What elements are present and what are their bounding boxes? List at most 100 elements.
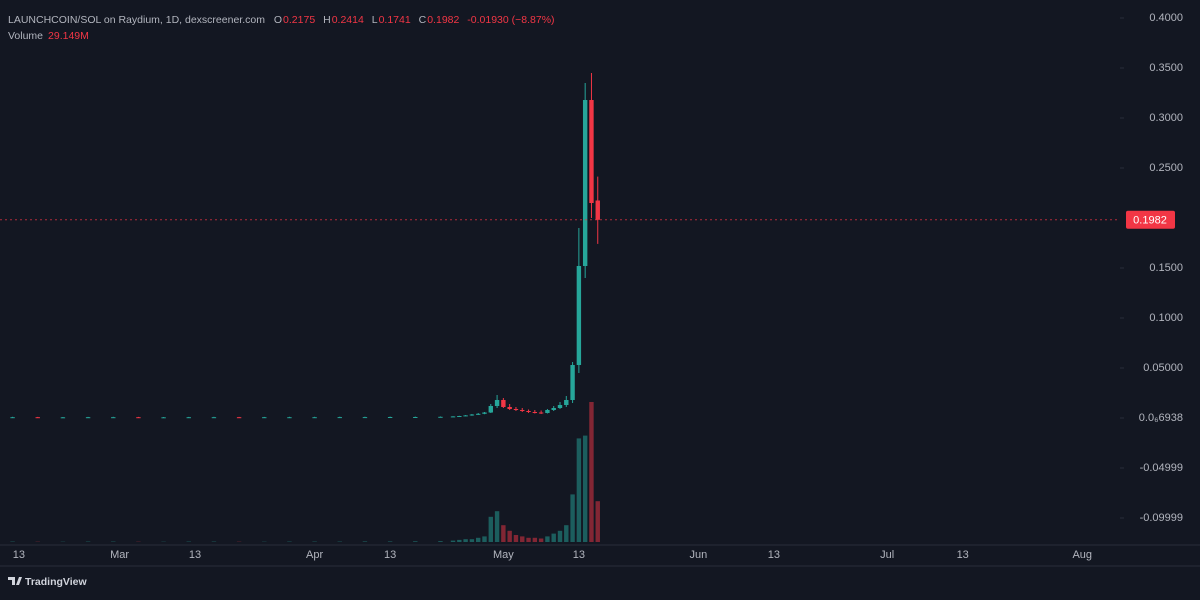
y-tick-label: 0.1000 xyxy=(1149,312,1183,324)
volume-bar xyxy=(413,541,417,542)
volume-bar xyxy=(545,536,549,542)
candle-body xyxy=(470,415,474,416)
candle-body xyxy=(520,410,524,411)
y-tick-label: 0.3500 xyxy=(1149,62,1183,74)
y-tick-label: 0.4000 xyxy=(1149,12,1183,24)
volume-row: Volume 29.149M xyxy=(8,28,560,44)
candle-body xyxy=(476,414,480,415)
volume-bar xyxy=(570,494,574,542)
x-tick-label: 13 xyxy=(13,549,25,561)
x-tick-label: May xyxy=(493,549,514,561)
x-tick-label: 13 xyxy=(189,549,201,561)
close-key: C xyxy=(419,14,427,26)
volume-bar xyxy=(457,540,461,542)
volume-bar xyxy=(438,541,442,542)
volume-bar xyxy=(596,501,600,542)
candle-body xyxy=(86,417,90,418)
candle-body xyxy=(489,406,493,413)
x-tick-label: 13 xyxy=(384,549,396,561)
candle-body xyxy=(501,400,505,407)
candle-body xyxy=(545,410,549,413)
low-key: L xyxy=(372,14,378,26)
y-tick-label: -0.09999 xyxy=(1140,512,1183,524)
x-tick-label: 13 xyxy=(573,549,585,561)
candle-body xyxy=(312,417,316,418)
candle-body xyxy=(262,417,266,418)
volume-bar xyxy=(520,536,524,542)
volume-bar xyxy=(470,539,474,542)
candle-body xyxy=(463,415,467,416)
candle-body xyxy=(589,100,593,203)
candle-body xyxy=(36,417,40,418)
brand-name: TradingView xyxy=(25,576,87,588)
open-key: O xyxy=(274,14,282,26)
y-tick-label: 0.05000 xyxy=(1143,362,1183,374)
ohlc-row: LAUNCHCOIN/SOL on Raydium, 1D, dexscreen… xyxy=(8,12,560,28)
volume-bar xyxy=(489,517,493,542)
volume-bar xyxy=(476,538,480,542)
volume-bar xyxy=(589,402,593,542)
candle-body xyxy=(495,400,499,406)
x-tick-label: Jul xyxy=(880,549,894,561)
volume-bar xyxy=(501,525,505,542)
y-tick-label: -0.04999 xyxy=(1140,462,1183,474)
high-value: 0.2414 xyxy=(332,14,364,26)
candle-body xyxy=(457,416,461,417)
candle-body xyxy=(552,408,556,410)
volume-bar xyxy=(363,541,367,542)
candle-body xyxy=(438,417,442,418)
volume-bar xyxy=(564,525,568,542)
legend-header: LAUNCHCOIN/SOL on Raydium, 1D, dexscreen… xyxy=(8,12,560,44)
volume-bar xyxy=(463,539,467,542)
volume-bar xyxy=(526,538,530,542)
candle-body xyxy=(237,417,241,418)
volume-bar xyxy=(577,438,581,542)
candle-body xyxy=(583,100,587,266)
y-tick-label: 0.2500 xyxy=(1149,162,1183,174)
change: -0.01930 (−8.87%) xyxy=(467,14,554,26)
x-tick-label: Jun xyxy=(690,549,708,561)
volume-bar xyxy=(533,538,537,542)
candle-body xyxy=(61,417,65,418)
y-tick-label: 0.1500 xyxy=(1149,262,1183,274)
volume-bar xyxy=(539,539,543,543)
symbol: LAUNCHCOIN/SOL on Raydium, 1D, dexscreen… xyxy=(8,14,265,26)
x-tick-label: Mar xyxy=(110,549,129,561)
volume-bar xyxy=(495,511,499,542)
y-tick-label: 0.3000 xyxy=(1149,112,1183,124)
volume-bar xyxy=(552,534,556,542)
candle-body xyxy=(507,407,511,409)
volume-bar xyxy=(388,541,392,542)
volume-bar xyxy=(482,536,486,542)
candle-body xyxy=(287,417,291,418)
volume-bar xyxy=(583,436,587,542)
candle-body xyxy=(482,413,486,414)
candle-body xyxy=(539,413,543,414)
open-value: 0.2175 xyxy=(283,14,315,26)
volume-bar xyxy=(507,531,511,542)
candle-body xyxy=(413,417,417,418)
candle-body xyxy=(363,417,367,418)
candle-body xyxy=(136,417,140,418)
high-key: H xyxy=(323,14,331,26)
candle-body xyxy=(558,405,562,408)
candle-body xyxy=(564,400,568,405)
volume-value: 29.149M xyxy=(48,30,89,42)
candle-body xyxy=(451,416,455,417)
y-tick-label: 0.0₆6938 xyxy=(1139,412,1183,424)
candle-body xyxy=(570,365,574,400)
candle-body xyxy=(212,417,216,418)
x-tick-label: Aug xyxy=(1072,549,1092,561)
candle-body xyxy=(388,417,392,418)
candle-body xyxy=(526,411,530,412)
x-tick-label: 13 xyxy=(957,549,969,561)
x-tick-label: Apr xyxy=(306,549,323,561)
volume-title: Volume xyxy=(8,30,43,42)
volume-bar xyxy=(558,531,562,542)
candle-body xyxy=(187,417,191,418)
x-tick-label: 13 xyxy=(768,549,780,561)
volume-bar xyxy=(514,535,518,542)
